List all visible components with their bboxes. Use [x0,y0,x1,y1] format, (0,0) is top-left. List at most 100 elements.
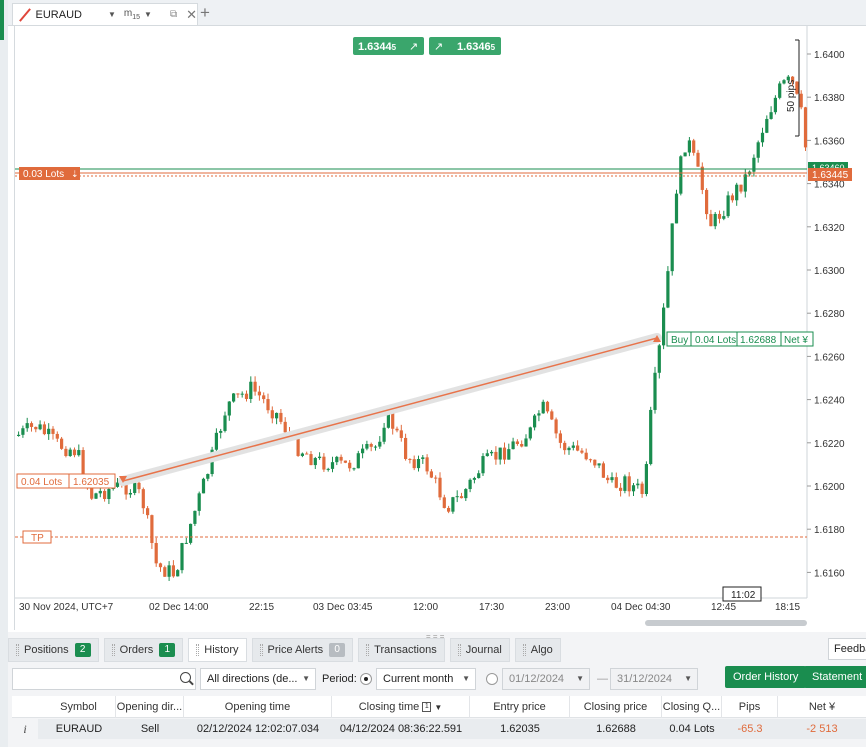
tab-transactions[interactable]: Transactions [358,638,445,662]
entry-lots: 0.04 Lots [21,477,62,488]
symbol-dropdown-icon[interactable]: ▼ [107,10,116,19]
date-from-field[interactable]: 01/12/2024 ▼ [502,668,590,690]
candle-body [709,214,713,227]
tab-history[interactable]: History [188,638,247,662]
tab-price-alerts[interactable]: Price Alerts 0 [251,638,354,662]
candle-body [644,464,648,494]
chart-area[interactable]: 1.6400 1.6380 1.6360 1.6340 1.6320 1.6300 1.62… [14,26,866,630]
period-custom-radio[interactable] [486,673,498,685]
period-select[interactable]: Current month ▼ [376,668,476,690]
candle-body [115,482,120,487]
entry-label[interactable]: 0.04 Lots 1.62035 [16,473,116,489]
candle-body [679,156,683,194]
candle-body [283,421,287,433]
candle-body [511,441,515,450]
symbol-tab[interactable]: EURAUD ▼ m15 ▼ ⧉ ✕ [12,3,198,25]
candle-body [477,473,481,479]
drag-handle-icon[interactable] [196,644,200,656]
arrow-down-icon: ⇣ [71,169,79,179]
column-header-closing-price[interactable]: Closing price [570,696,662,718]
candle-body [77,450,81,456]
tab-orders[interactable]: Orders 1 [103,638,184,662]
drag-handle-icon[interactable] [259,644,263,656]
drag-handle-icon[interactable] [457,644,461,656]
drag-handle-icon[interactable] [522,644,526,656]
candle-body [769,112,773,119]
candle-body [408,458,412,460]
history-filter-bar: All directions (de... ▼ Period: Current m… [12,666,866,692]
column-header-closing-quantity[interactable]: Closing Q... [662,696,722,718]
candle-body [352,468,356,470]
candle-body [300,453,304,456]
candle-body [567,447,571,451]
drag-handle-icon[interactable] [111,644,115,656]
price-label: 1.6320 [814,223,845,234]
order-history-button[interactable]: Order History [725,666,807,688]
buy-quote-button[interactable]: ↗ 1.63465 [429,37,501,55]
candle-body [60,438,64,449]
table-row[interactable]: i EURAUD Sell 02/12/2024 12:02:07.034 04… [12,719,866,739]
row-closing-quantity: 0.04 Lots [669,723,715,735]
candle-body [296,433,300,456]
candle-body [107,489,111,499]
candle-body [571,445,575,448]
column-header-entry-price[interactable]: Entry price [470,696,570,718]
info-icon[interactable]: i [12,719,38,739]
lots-marker[interactable]: 0.03 Lots ⇣ [19,167,80,180]
tab-journal[interactable]: Journal [449,638,510,662]
close-icon[interactable]: ✕ [186,6,197,22]
tab-label: Orders [119,644,154,656]
drag-handle-icon[interactable] [16,644,19,656]
column-header-pips[interactable]: Pips [722,696,778,718]
tp-marker[interactable]: TP [22,530,52,544]
tab-positions[interactable]: Positions 2 [8,638,99,662]
add-tab-icon[interactable]: + [200,3,210,22]
candle-body [103,490,107,499]
panel-resize-handle[interactable]: = = = [426,632,445,641]
lots-marker-label: 0.03 Lots [23,169,64,180]
candle-body [429,471,433,478]
svg-text:1.63445: 1.63445 [358,41,397,53]
drag-handle-icon[interactable] [366,644,370,656]
candle-body [150,515,154,544]
candle-body [21,428,25,435]
feedback-button[interactable]: Feedback [828,638,866,660]
period-label: Period: [322,673,357,685]
period-preset-radio[interactable] [360,673,372,685]
history-search-input[interactable] [12,668,196,690]
column-header-opening-time[interactable]: Opening time [184,696,332,718]
column-header-opening-direction[interactable]: Opening dir... [116,696,184,718]
timeframe-selector[interactable]: m15 [124,8,140,21]
timeframe-dropdown-icon[interactable]: ▼ [144,10,152,19]
candle-body [322,456,326,470]
price-label: 1.6180 [814,525,845,536]
chevron-down-icon: ▼ [462,674,470,683]
candle-body [580,450,584,453]
candle-body [627,476,631,492]
candle-body [735,184,739,201]
sell-quote-button[interactable]: 1.63445 ↗ [353,37,424,55]
candle-body [236,393,240,395]
candle-body [249,381,253,399]
row-closing-time: 04/12/2024 08:36:22.591 [339,723,463,735]
candle-body [687,140,691,153]
candle-body [558,433,562,443]
candle-body [425,457,429,472]
column-header-symbol[interactable]: Symbol [42,696,116,718]
candle-body [619,487,623,491]
price-chart[interactable]: 1.6400 1.6380 1.6360 1.6340 1.6320 1.6300 1.62… [15,26,866,630]
tab-algo[interactable]: Algo [514,638,561,662]
candle-body [193,510,197,524]
statement-button[interactable]: Statement [804,666,866,688]
candle-body [601,463,605,478]
exit-label[interactable]: Buy 0.04 Lots 1.62688 Net ¥ [666,331,814,347]
price-label: 1.6260 [814,352,845,363]
date-to-field[interactable]: 31/12/2024 ▼ [610,668,698,690]
row-symbol: EURAUD [55,723,103,735]
direction-select-value: All directions (de... [207,673,298,685]
time-label: 18:15 [775,602,800,613]
column-header-net[interactable]: Net ¥ [808,701,836,713]
column-header-closing-time[interactable]: Closing time 1 ▼ [332,696,470,718]
direction-select[interactable]: All directions (de... ▼ [200,668,316,690]
popout-icon[interactable]: ⧉ [169,9,178,20]
